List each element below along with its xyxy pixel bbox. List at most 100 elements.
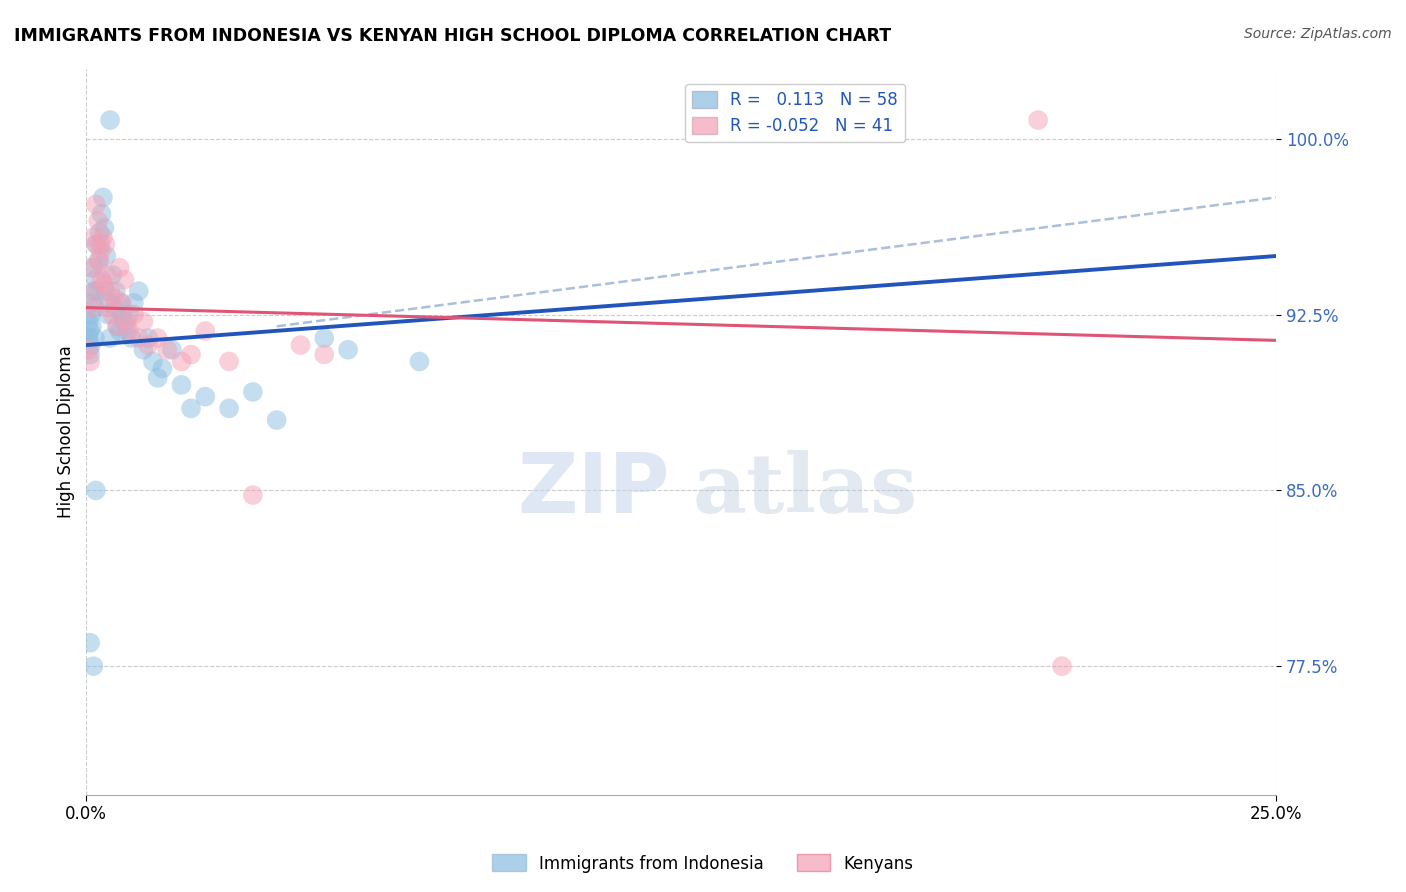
Point	[170, 378, 193, 392]
Point	[108, 260, 131, 275]
Text: atlas: atlas	[693, 450, 918, 530]
Point	[83, 284, 105, 298]
Text: IMMIGRANTS FROM INDONESIA VS KENYAN HIGH SCHOOL DIPLOMA CORRELATION CHART: IMMIGRANTS FROM INDONESIA VS KENYAN HIGH…	[14, 27, 891, 45]
Point	[115, 324, 138, 338]
Point	[98, 284, 121, 298]
Point	[79, 636, 101, 650]
Point	[128, 284, 150, 298]
Point	[94, 284, 117, 298]
Point	[112, 272, 135, 286]
Point	[146, 331, 169, 345]
Point	[156, 343, 179, 357]
Point	[80, 319, 103, 334]
Legend: Immigrants from Indonesia, Kenyans: Immigrants from Indonesia, Kenyans	[485, 847, 921, 880]
Point	[337, 343, 360, 357]
Legend: R =   0.113   N = 58, R = -0.052   N = 41: R = 0.113 N = 58, R = -0.052 N = 41	[686, 84, 905, 142]
Point	[314, 347, 336, 361]
Point	[408, 354, 430, 368]
Point	[122, 296, 145, 310]
Point	[180, 347, 202, 361]
Point	[89, 253, 111, 268]
Point	[1050, 659, 1073, 673]
Point	[314, 331, 336, 345]
Point	[77, 331, 100, 345]
Point	[80, 301, 103, 315]
Point	[101, 308, 124, 322]
Point	[90, 244, 112, 259]
Point	[152, 361, 174, 376]
Point	[94, 237, 117, 252]
Point	[98, 331, 121, 345]
Point	[128, 331, 150, 345]
Point	[136, 338, 159, 352]
Point	[96, 249, 118, 263]
Point	[136, 331, 159, 345]
Point	[80, 338, 103, 352]
Point	[118, 308, 141, 322]
Point	[105, 319, 128, 334]
Point	[84, 483, 107, 498]
Point	[194, 324, 217, 338]
Point	[82, 230, 104, 244]
Text: ZIP: ZIP	[517, 450, 669, 531]
Point	[84, 272, 107, 286]
Point	[86, 284, 108, 298]
Point	[101, 268, 124, 282]
Point	[93, 277, 115, 292]
Point	[132, 343, 155, 357]
Point	[91, 230, 114, 244]
Y-axis label: High School Diploma: High School Diploma	[58, 345, 75, 518]
Point	[121, 331, 143, 345]
Point	[84, 197, 107, 211]
Point	[104, 301, 127, 315]
Point	[194, 390, 217, 404]
Point	[79, 354, 101, 368]
Point	[79, 324, 101, 338]
Point	[170, 354, 193, 368]
Point	[87, 253, 110, 268]
Point	[180, 401, 202, 416]
Point	[132, 315, 155, 329]
Point	[90, 272, 112, 286]
Point	[93, 220, 115, 235]
Point	[105, 319, 128, 334]
Point	[110, 296, 132, 310]
Point	[90, 207, 112, 221]
Point	[118, 324, 141, 338]
Point	[96, 268, 118, 282]
Point	[111, 308, 134, 322]
Point	[108, 324, 131, 338]
Point	[87, 214, 110, 228]
Point	[242, 384, 264, 399]
Point	[1026, 113, 1049, 128]
Point	[91, 190, 114, 204]
Point	[98, 113, 121, 128]
Point	[77, 343, 100, 357]
Point	[82, 260, 104, 275]
Point	[79, 347, 101, 361]
Point	[111, 296, 134, 310]
Point	[84, 237, 107, 252]
Point	[160, 343, 183, 357]
Text: Source: ZipAtlas.com: Source: ZipAtlas.com	[1244, 27, 1392, 41]
Point	[266, 413, 288, 427]
Point	[97, 301, 120, 315]
Point	[142, 354, 165, 368]
Point	[97, 308, 120, 322]
Point	[80, 260, 103, 275]
Point	[242, 488, 264, 502]
Point	[115, 315, 138, 329]
Point	[98, 296, 121, 310]
Point	[218, 354, 240, 368]
Point	[83, 301, 105, 315]
Point	[83, 331, 105, 345]
Point	[290, 338, 312, 352]
Point	[122, 308, 145, 322]
Point	[80, 308, 103, 322]
Point	[146, 371, 169, 385]
Point	[218, 401, 240, 416]
Point	[89, 226, 111, 240]
Point	[104, 284, 127, 298]
Point	[104, 291, 127, 305]
Point	[80, 296, 103, 310]
